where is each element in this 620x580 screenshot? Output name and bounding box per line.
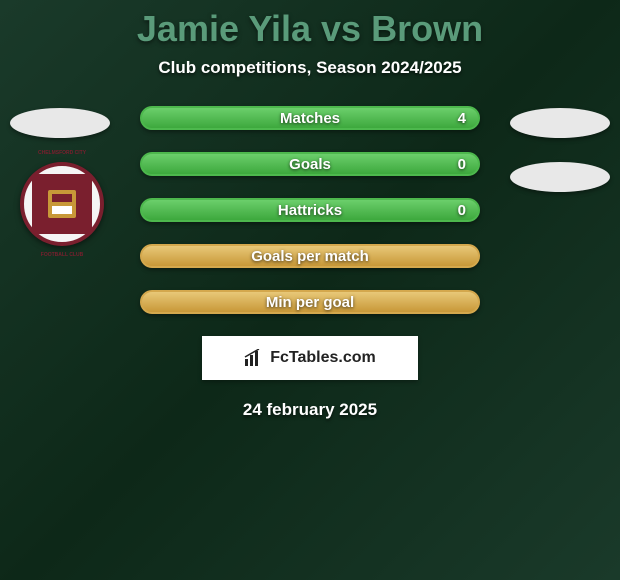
stat-label: Goals per match [251, 248, 369, 265]
stat-label: Matches [280, 110, 340, 127]
badge-bottom-text: FOOTBALL CLUB [24, 252, 100, 258]
subtitle: Club competitions, Season 2024/2025 [0, 58, 620, 78]
comparison-content: CHELMSFORD CITY FOOTBALL CLUB Matches 4 … [0, 106, 620, 420]
stat-bar-hattricks: Hattricks 0 [140, 198, 480, 222]
stat-label: Hattricks [278, 202, 342, 219]
page-title: Jamie Yila vs Brown [0, 0, 620, 50]
stat-value: 4 [458, 110, 466, 127]
badge-top-text: CHELMSFORD CITY [24, 150, 100, 156]
stat-value: 0 [458, 202, 466, 219]
stat-label: Goals [289, 156, 331, 173]
club-right-badge-placeholder [510, 162, 610, 192]
stat-value: 0 [458, 156, 466, 173]
stat-label: Min per goal [266, 294, 354, 311]
badge-shield-icon [32, 174, 92, 234]
stat-bar-matches: Matches 4 [140, 106, 480, 130]
stat-bar-goals-per-match: Goals per match [140, 244, 480, 268]
player-left-avatar-placeholder [10, 108, 110, 138]
club-left-badge: CHELMSFORD CITY FOOTBALL CLUB [20, 162, 104, 246]
fctables-label: FcTables.com [270, 349, 376, 367]
player-right-avatar-placeholder [510, 108, 610, 138]
comparison-date: 24 february 2025 [0, 400, 620, 420]
stat-bar-goals: Goals 0 [140, 152, 480, 176]
stats-bars: Matches 4 Goals 0 Hattricks 0 Goals per … [140, 106, 480, 314]
fctables-watermark: FcTables.com [202, 336, 418, 380]
stat-bar-min-per-goal: Min per goal [140, 290, 480, 314]
chart-bars-icon [244, 349, 266, 367]
